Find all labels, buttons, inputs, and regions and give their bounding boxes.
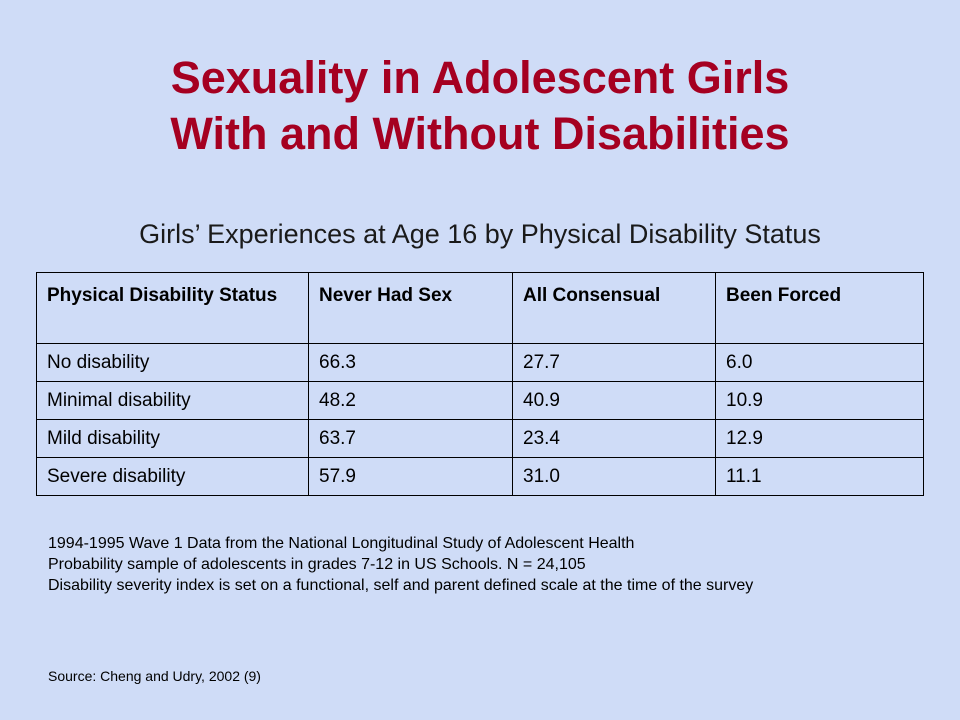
note-line-1: 1994-1995 Wave 1 Data from the National … bbox=[48, 535, 635, 552]
source-citation: Source: Cheng and Udry, 2002 (9) bbox=[48, 668, 261, 684]
header-been-forced: Been Forced bbox=[715, 272, 924, 344]
slide-title: Sexuality in Adolescent Girls With and W… bbox=[0, 50, 960, 162]
cell-been-forced: 12.9 bbox=[715, 419, 924, 458]
table-caption: Girls’ Experiences at Age 16 by Physical… bbox=[139, 219, 821, 249]
cell-never-had-sex: 57.9 bbox=[308, 457, 513, 496]
note-line-3: Disability severity index is set on a fu… bbox=[48, 577, 754, 594]
table-row: Minimal disability 48.2 40.9 10.9 bbox=[36, 381, 924, 420]
cell-been-forced: 11.1 bbox=[715, 457, 924, 496]
cell-never-had-sex: 66.3 bbox=[308, 343, 513, 382]
cell-all-consensual: 40.9 bbox=[512, 381, 716, 420]
cell-all-consensual: 31.0 bbox=[512, 457, 716, 496]
table-header-row: Physical Disability Status Never Had Sex… bbox=[36, 272, 924, 344]
cell-been-forced: 10.9 bbox=[715, 381, 924, 420]
cell-status: Severe disability bbox=[36, 457, 309, 496]
header-physical-disability-status: Physical Disability Status bbox=[36, 272, 309, 344]
cell-never-had-sex: 48.2 bbox=[308, 381, 513, 420]
study-notes: 1994-1995 Wave 1 Data from the National … bbox=[48, 533, 928, 596]
table-row: Mild disability 63.7 23.4 12.9 bbox=[36, 419, 924, 458]
cell-all-consensual: 23.4 bbox=[512, 419, 716, 458]
cell-status: Mild disability bbox=[36, 419, 309, 458]
header-never-had-sex: Never Had Sex bbox=[308, 272, 513, 344]
table-row: Severe disability 57.9 31.0 11.1 bbox=[36, 457, 924, 496]
table-row: No disability 66.3 27.7 6.0 bbox=[36, 343, 924, 382]
cell-status: Minimal disability bbox=[36, 381, 309, 420]
title-line-1: Sexuality in Adolescent Girls bbox=[170, 52, 790, 103]
title-line-2: With and Without Disabilities bbox=[170, 108, 790, 159]
cell-been-forced: 6.0 bbox=[715, 343, 924, 382]
header-all-consensual: All Consensual bbox=[512, 272, 716, 344]
cell-never-had-sex: 63.7 bbox=[308, 419, 513, 458]
disability-status-table: Physical Disability Status Never Had Sex… bbox=[36, 272, 924, 496]
note-line-2: Probability sample of adolescents in gra… bbox=[48, 556, 586, 573]
cell-all-consensual: 27.7 bbox=[512, 343, 716, 382]
cell-status: No disability bbox=[36, 343, 309, 382]
